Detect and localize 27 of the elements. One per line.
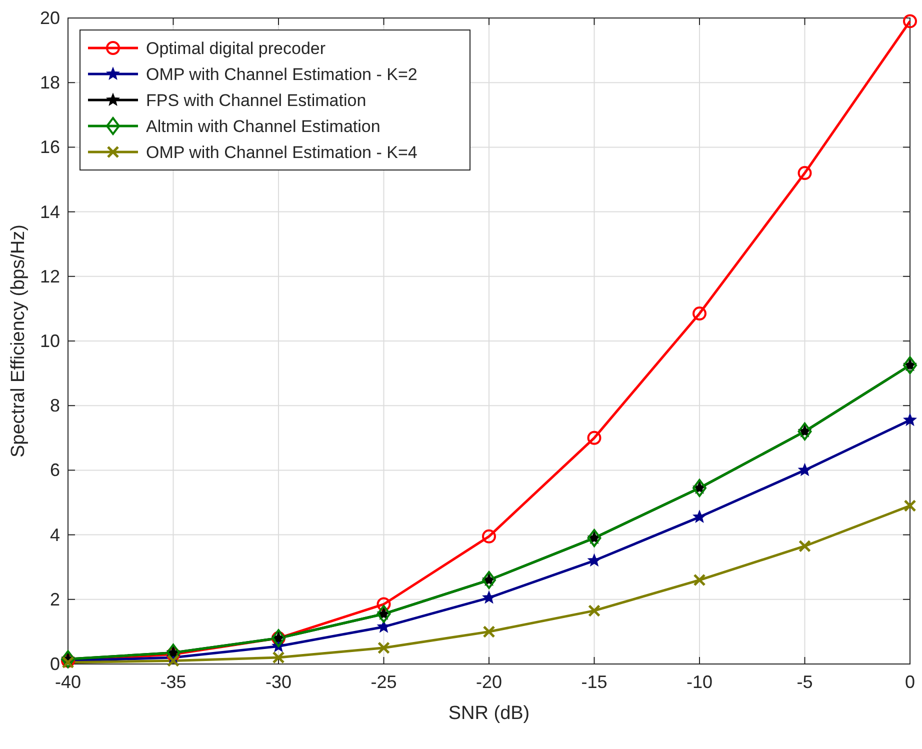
y-tick-label: 4 [50,524,60,545]
y-axis-title: Spectral Efficiency (bps/Hz) [8,224,29,458]
legend-label: OMP with Channel Estimation - K=2 [146,65,418,84]
x-tick-label: -35 [160,672,186,692]
x-tick-label: -30 [265,672,292,692]
legend-label: OMP with Channel Estimation - K=4 [146,143,418,162]
x-tick-label: 0 [904,672,916,692]
y-tick-label: 0 [50,654,60,674]
x-tick-label: -5 [796,672,813,692]
y-tick-label: 6 [50,460,60,480]
x-axis-title: SNR (dB) [448,703,530,724]
x-tick-label: -25 [370,672,397,692]
y-tick-label: 18 [40,72,60,93]
y-tick-label: 20 [40,8,60,28]
x-tick-label: -40 [54,672,82,692]
y-tick-label: 8 [50,396,60,416]
x-tick-label: -10 [686,672,713,692]
y-tick-label: 2 [50,589,60,610]
y-tick-label: 14 [40,202,60,222]
y-tick-label: 10 [40,331,60,351]
legend-label: Optimal digital precoder [146,39,326,58]
y-tick-label: 16 [40,137,60,158]
x-tick-label: -15 [581,672,608,692]
legend-label: Altmin with Channel Estimation [146,117,380,136]
legend-label: FPS with Channel Estimation [146,91,366,110]
x-tick-label: -20 [476,672,502,692]
y-tick-label: 12 [40,266,60,286]
